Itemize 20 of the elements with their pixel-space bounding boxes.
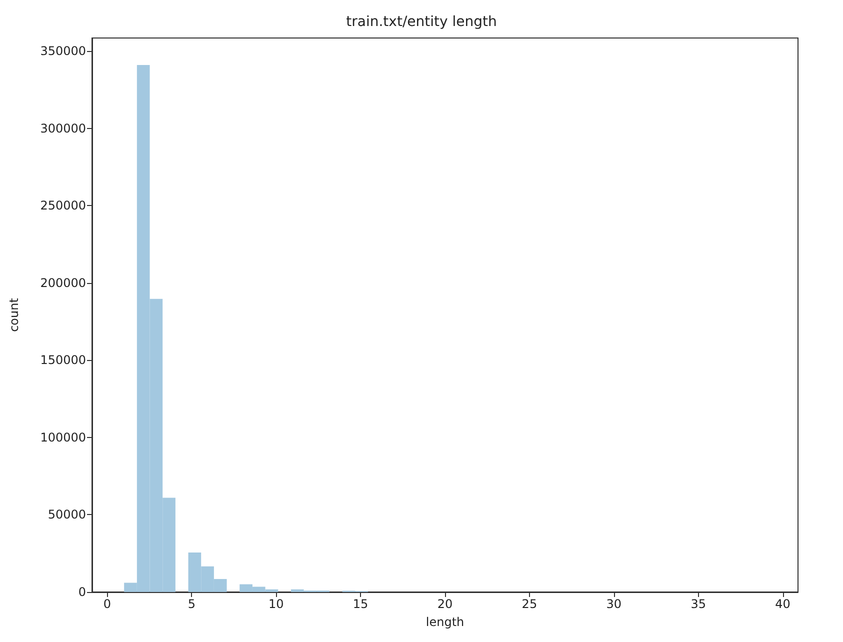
y-axis-title: count: [7, 298, 21, 332]
x-tick-label: 10: [268, 597, 284, 611]
x-axis-title: length: [426, 615, 464, 629]
y-tick-label: 250000: [40, 198, 86, 213]
x-tick-label: 40: [775, 597, 790, 611]
y-tick-label: 150000: [40, 353, 86, 368]
y-tick-label: 200000: [40, 276, 86, 290]
y-tick-label: 0: [78, 585, 86, 599]
x-tick-label: 5: [188, 597, 196, 611]
x-tick-label: 15: [352, 597, 368, 611]
y-tick-label: 300000: [40, 121, 86, 136]
y-tick-label: 100000: [40, 430, 86, 444]
x-tick-label: 30: [606, 597, 622, 611]
x-tick-label: 35: [690, 597, 706, 611]
x-tick-label: 0: [103, 597, 112, 611]
x-tick-label: 20: [437, 597, 453, 611]
chart-title: train.txt/entity length: [346, 14, 497, 30]
y-tick-label: 50000: [48, 508, 86, 522]
x-tick-label: 25: [522, 597, 538, 611]
y-tick-label: 350000: [40, 44, 86, 58]
